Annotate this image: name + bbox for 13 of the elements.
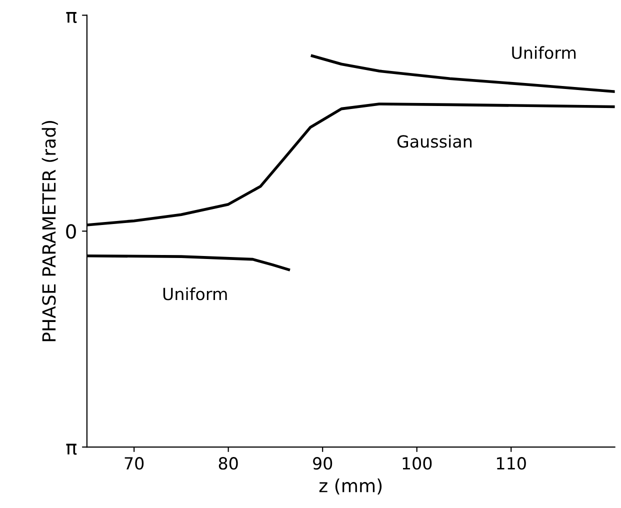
series-label: Gaussian: [397, 134, 472, 148]
y-tick-label: π: [66, 444, 77, 455]
x-tick-label: 110: [497, 457, 526, 470]
y-tick-label: 0: [66, 224, 76, 239]
x-tick-label: 90: [313, 457, 332, 470]
y-axis-title: PHASE PARAMETER (rad): [42, 120, 58, 342]
series-label: Uniform: [163, 287, 227, 300]
y-tick-label: π: [66, 12, 77, 23]
x-axis-title: z (mm): [319, 478, 382, 495]
series-label: Uniform: [512, 46, 576, 60]
x-tick-label: 80: [218, 457, 238, 470]
x-tick-label: 70: [124, 457, 144, 470]
x-tick-label: 100: [402, 457, 432, 470]
